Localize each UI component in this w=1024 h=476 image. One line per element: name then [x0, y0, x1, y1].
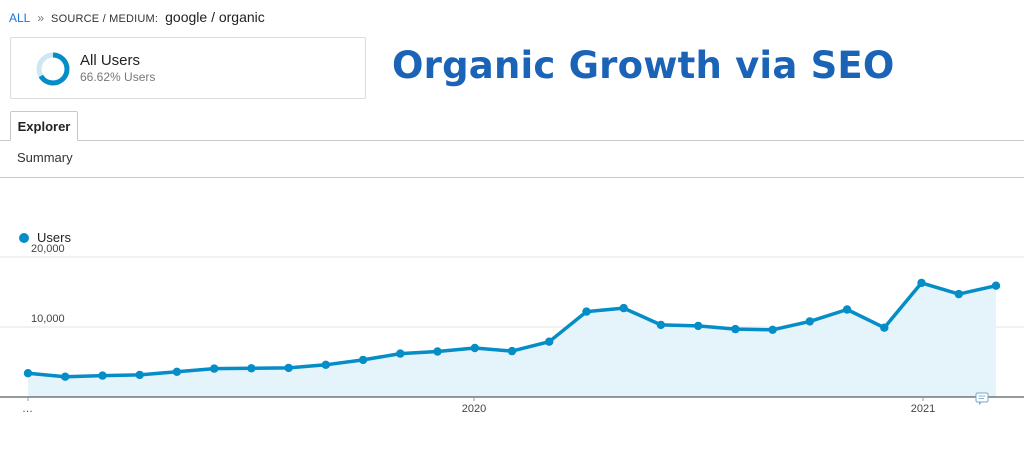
headline-title: Organic Growth via SEO — [392, 44, 895, 87]
breadcrumb-dimension: SOURCE / MEDIUM: — [51, 13, 159, 25]
x-tick-label: … — [22, 403, 33, 415]
legend-label-users: Users — [37, 230, 71, 245]
data-point[interactable] — [172, 367, 182, 376]
data-point[interactable] — [23, 369, 33, 378]
series-area — [28, 282, 996, 397]
segment-card[interactable]: All Users 66.62% Users — [10, 37, 366, 99]
legend-dot-icon — [19, 232, 29, 243]
data-point[interactable] — [842, 305, 852, 314]
y-tick-label: 20,000 — [31, 243, 65, 255]
breadcrumb-separator: » — [37, 11, 45, 25]
data-point[interactable] — [507, 346, 517, 356]
data-point[interactable] — [917, 278, 926, 288]
data-point[interactable] — [582, 307, 591, 316]
subtab-divider — [0, 177, 1024, 178]
data-point[interactable] — [545, 337, 554, 346]
data-point[interactable] — [656, 320, 666, 330]
data-point[interactable] — [470, 343, 479, 353]
data-point[interactable] — [60, 372, 70, 381]
data-point[interactable] — [396, 349, 405, 358]
data-point[interactable] — [433, 347, 442, 356]
data-point[interactable] — [731, 324, 740, 334]
data-point[interactable] — [991, 281, 1001, 290]
data-point[interactable] — [768, 325, 777, 334]
x-tick-label: 2020 — [462, 403, 486, 415]
chart-legend: Users — [19, 230, 71, 245]
tab-explorer[interactable]: Explorer — [10, 111, 78, 141]
data-point[interactable] — [321, 360, 330, 369]
data-point[interactable] — [284, 363, 293, 373]
data-point[interactable] — [210, 364, 219, 373]
data-point[interactable] — [880, 323, 889, 332]
segment-donut-icon — [36, 52, 70, 86]
x-tick-label: 2021 — [911, 403, 935, 415]
data-point[interactable] — [694, 321, 703, 331]
segment-percent: 66.62% Users — [80, 70, 156, 84]
data-point[interactable] — [954, 289, 963, 299]
data-point[interactable] — [247, 364, 256, 373]
subtab-summary[interactable]: Summary — [17, 150, 73, 165]
data-point[interactable] — [135, 370, 144, 380]
tabs-divider — [0, 140, 1024, 141]
y-tick-label: 10,000 — [31, 313, 65, 325]
data-point[interactable] — [805, 317, 814, 326]
breadcrumb-value: google / organic — [165, 9, 265, 25]
annotation-comment-icon[interactable] — [975, 392, 989, 405]
breadcrumb-all-link[interactable]: ALL — [9, 11, 31, 25]
segment-name: All Users — [80, 52, 141, 69]
data-point[interactable] — [358, 355, 368, 365]
data-point[interactable] — [619, 303, 628, 313]
data-point[interactable] — [98, 371, 107, 380]
breadcrumb: ALL » SOURCE / MEDIUM: google / organic — [9, 9, 265, 25]
